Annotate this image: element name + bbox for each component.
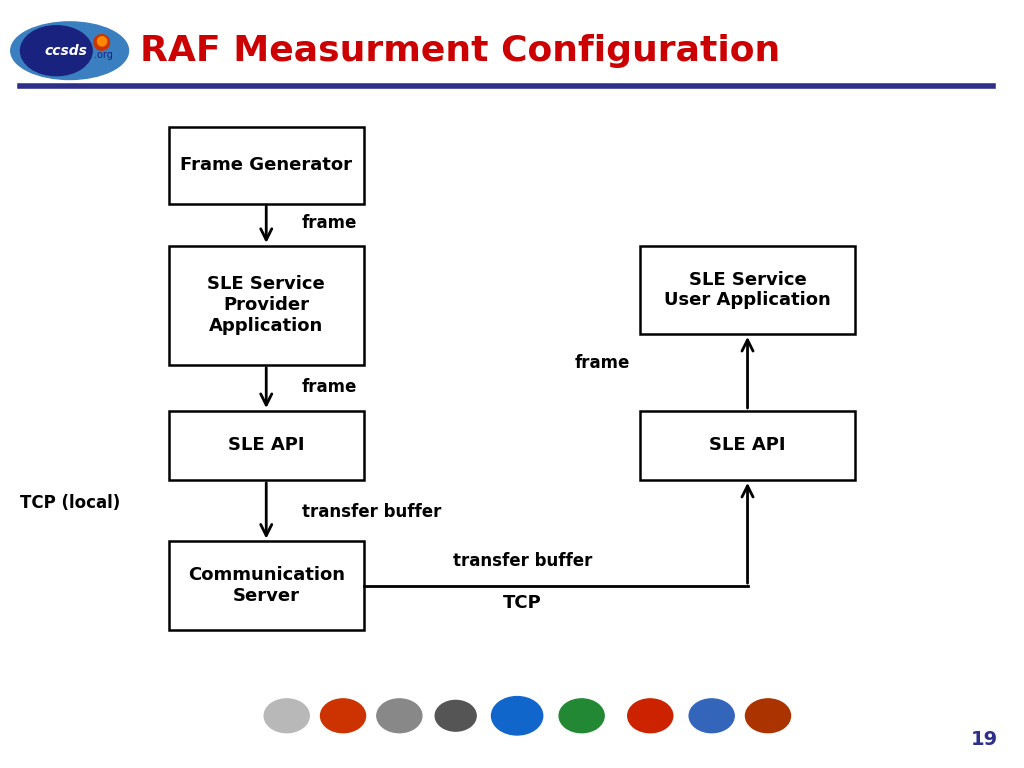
FancyBboxPatch shape <box>640 246 855 334</box>
Text: frame: frame <box>302 378 357 396</box>
FancyBboxPatch shape <box>169 127 364 204</box>
Circle shape <box>689 699 734 733</box>
Text: SLE API: SLE API <box>710 436 785 455</box>
Circle shape <box>264 699 309 733</box>
Text: frame: frame <box>302 214 357 232</box>
Circle shape <box>321 699 366 733</box>
Text: SLE API: SLE API <box>228 436 304 455</box>
Text: transfer buffer: transfer buffer <box>302 503 441 521</box>
Text: TCP: TCP <box>503 594 542 612</box>
Text: ●: ● <box>92 31 111 51</box>
Text: .org: .org <box>94 49 113 60</box>
Text: 19: 19 <box>972 730 998 749</box>
Text: SLE Service
User Application: SLE Service User Application <box>665 270 830 310</box>
Text: TCP (local): TCP (local) <box>20 494 121 512</box>
Text: transfer buffer: transfer buffer <box>453 551 592 570</box>
Circle shape <box>745 699 791 733</box>
Circle shape <box>435 700 476 731</box>
FancyBboxPatch shape <box>169 246 364 365</box>
Text: Frame Generator: Frame Generator <box>180 156 352 174</box>
FancyBboxPatch shape <box>169 411 364 480</box>
Text: RAF Measurment Configuration: RAF Measurment Configuration <box>140 34 780 68</box>
Circle shape <box>628 699 673 733</box>
Ellipse shape <box>20 25 92 76</box>
Text: Communication
Server: Communication Server <box>187 566 345 605</box>
FancyBboxPatch shape <box>640 411 855 480</box>
Text: ●: ● <box>95 34 108 48</box>
Circle shape <box>377 699 422 733</box>
Text: ccsds: ccsds <box>44 44 87 58</box>
Text: SLE Service
Provider
Application: SLE Service Provider Application <box>208 276 325 335</box>
Ellipse shape <box>11 22 129 79</box>
Circle shape <box>559 699 604 733</box>
Circle shape <box>492 697 543 735</box>
FancyBboxPatch shape <box>169 541 364 630</box>
Text: frame: frame <box>574 354 630 372</box>
